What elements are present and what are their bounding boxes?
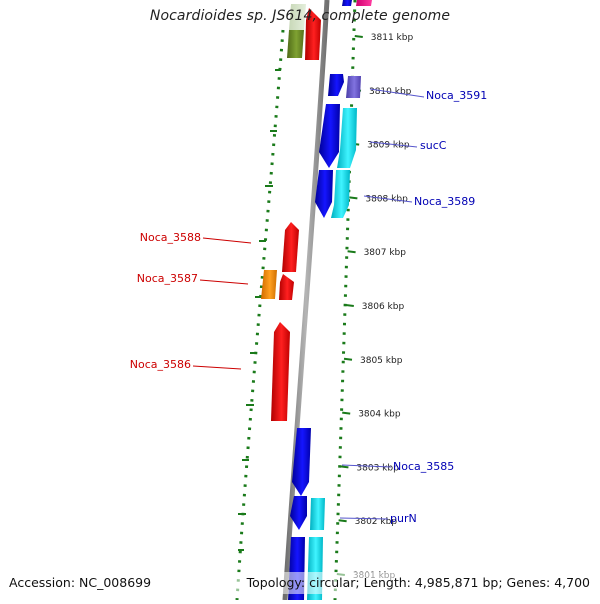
gene-purN-blue (290, 496, 307, 530)
scale-tick (354, 35, 363, 38)
gene-sucC-cyan (337, 108, 357, 168)
gene-violet (346, 76, 361, 98)
gene-pink-top (356, 0, 372, 6)
scale-tick (340, 465, 349, 469)
gene-noca-3589-blue (315, 170, 333, 218)
gene-noca-3587-orange (261, 270, 277, 299)
reverse-strand-genes (261, 222, 299, 421)
scale-tick-label: 3811 kbp (371, 33, 414, 43)
scale-tick-label: 3808 kbp (365, 194, 408, 204)
gene-olive (287, 30, 304, 58)
gene-noca-3588 (282, 222, 299, 272)
scale-tick (343, 357, 353, 361)
gene-noca-3591 (328, 74, 344, 96)
gene-red-top (305, 8, 321, 60)
gene-label-noca-3588: Noca_3588 (140, 231, 201, 244)
scale-tick (349, 196, 358, 200)
topology-label: Topology: circular; Length: 4,985,871 bp… (246, 575, 590, 590)
scale-tick (347, 250, 356, 254)
scale-tick-label: 3807 kbp (364, 248, 407, 258)
gene-noca-3589-cyan (331, 170, 350, 218)
gc-skew-marks (238, 69, 281, 551)
scale-tick (338, 519, 347, 523)
gene-label-sucC: sucC (420, 139, 447, 152)
scale-tick-label: 3809 kbp (367, 141, 410, 151)
scale-tick-label: 3805 kbp (360, 356, 403, 366)
label-leaders (192, 88, 425, 520)
gene-label-noca-3585: Noca_3585 (393, 460, 454, 473)
gene-labels: Noca_3591 sucC Noca_3589 Noca_3585 purN … (130, 89, 488, 525)
scale-tick (342, 411, 351, 415)
scale-tick-label: 3806 kbp (362, 302, 405, 312)
gene-label-noca-3591: Noca_3591 (426, 89, 487, 102)
scale-tick-label: 3803 kbp (356, 463, 399, 473)
gene-sucC-blue (319, 104, 340, 168)
gene-label-noca-3587: Noca_3587 (137, 272, 198, 285)
forward-strand-genes (288, 74, 361, 600)
footer-backdrop (0, 572, 600, 594)
gene-label-noca-3589: Noca_3589 (414, 195, 475, 208)
gene-label-purN: purN (390, 512, 417, 525)
gene-noca-3585 (292, 428, 311, 496)
gene-label-noca-3586: Noca_3586 (130, 358, 191, 371)
gene-blue-top (342, 0, 352, 6)
top-features (287, 0, 372, 60)
map-title: Nocardioides sp. JS614, complete genome (149, 8, 451, 24)
scale-tick (345, 304, 354, 307)
scale-tick-label: 3804 kbp (358, 410, 401, 420)
accession-label: Accession: NC_008699 (9, 575, 152, 590)
scale-tick-label: 3802 kbp (355, 517, 398, 527)
gene-purN-cyan (310, 498, 325, 530)
gene-pale-top (289, 4, 306, 30)
gene-noca-3586 (271, 322, 290, 421)
gene-noca-3587-red (279, 274, 294, 300)
